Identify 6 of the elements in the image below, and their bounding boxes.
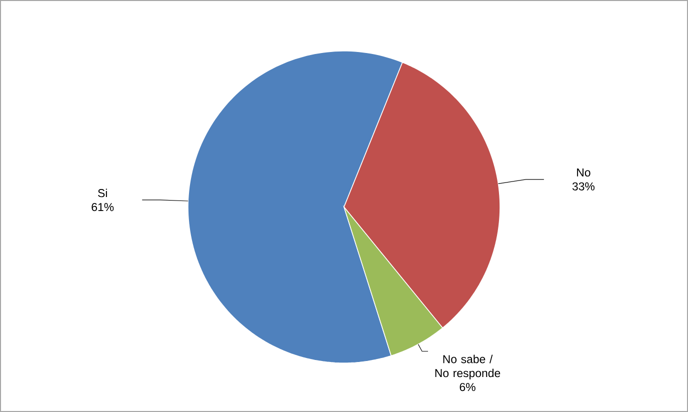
data-label: 6% [460,382,476,392]
slice-label: Si [98,188,107,198]
data-label: 61% [92,203,114,212]
data-label: 33% [572,182,595,190]
slice-label: No sabe / No responde [435,354,500,380]
slice-label: No [577,168,590,177]
